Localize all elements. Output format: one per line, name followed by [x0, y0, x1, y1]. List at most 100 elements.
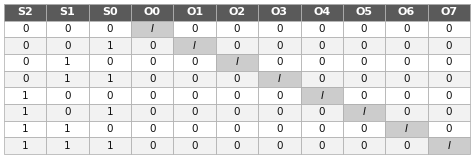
Text: 0: 0	[276, 107, 283, 117]
Text: 0: 0	[361, 57, 367, 67]
Text: O3: O3	[271, 7, 288, 17]
Bar	[216, 37, 258, 54]
Bar	[46, 4, 89, 21]
Text: 0: 0	[191, 91, 198, 101]
Bar	[131, 54, 173, 71]
Text: 0: 0	[191, 141, 198, 151]
Bar	[428, 54, 470, 71]
Bar	[343, 121, 385, 137]
Text: 1: 1	[64, 141, 71, 151]
Text: 1: 1	[107, 141, 113, 151]
Bar	[216, 54, 258, 71]
Bar	[89, 21, 131, 37]
Bar	[173, 121, 216, 137]
Bar	[385, 37, 428, 54]
Bar	[343, 37, 385, 54]
Bar	[131, 104, 173, 121]
Text: 0: 0	[22, 57, 28, 67]
Text: 1: 1	[107, 41, 113, 51]
Bar	[4, 104, 46, 121]
Text: 0: 0	[22, 41, 28, 51]
Text: 0: 0	[234, 24, 240, 34]
Bar	[173, 54, 216, 71]
Text: 0: 0	[149, 107, 155, 117]
Bar	[4, 21, 46, 37]
Bar	[131, 37, 173, 54]
Text: 0: 0	[319, 107, 325, 117]
Text: 0: 0	[276, 141, 283, 151]
Bar	[173, 21, 216, 37]
Text: 0: 0	[361, 141, 367, 151]
Bar	[258, 21, 301, 37]
Bar	[428, 87, 470, 104]
Text: 0: 0	[361, 74, 367, 84]
Bar	[301, 71, 343, 87]
Text: I: I	[405, 124, 408, 134]
Bar	[89, 37, 131, 54]
Text: 0: 0	[234, 107, 240, 117]
Bar	[258, 121, 301, 137]
Bar	[173, 87, 216, 104]
Bar	[131, 4, 173, 21]
Bar	[301, 137, 343, 154]
Text: 0: 0	[446, 91, 452, 101]
Bar	[46, 87, 89, 104]
Text: 0: 0	[234, 91, 240, 101]
Text: 0: 0	[319, 74, 325, 84]
Text: I: I	[151, 24, 154, 34]
Bar	[89, 87, 131, 104]
Text: 0: 0	[191, 124, 198, 134]
Bar	[46, 121, 89, 137]
Text: 0: 0	[319, 57, 325, 67]
Bar	[89, 54, 131, 71]
Bar	[216, 137, 258, 154]
Text: 0: 0	[446, 57, 452, 67]
Text: 0: 0	[107, 24, 113, 34]
Text: 1: 1	[22, 124, 28, 134]
Text: 0: 0	[64, 24, 71, 34]
Bar	[343, 54, 385, 71]
Bar	[301, 37, 343, 54]
Bar	[428, 21, 470, 37]
Text: 0: 0	[276, 41, 283, 51]
Text: 0: 0	[149, 91, 155, 101]
Bar	[301, 87, 343, 104]
Bar	[4, 137, 46, 154]
Bar	[46, 104, 89, 121]
Bar	[343, 87, 385, 104]
Bar	[216, 121, 258, 137]
Text: 0: 0	[403, 91, 410, 101]
Bar	[301, 54, 343, 71]
Bar	[131, 21, 173, 37]
Bar	[301, 104, 343, 121]
Text: 0: 0	[446, 41, 452, 51]
Bar	[428, 37, 470, 54]
Text: 0: 0	[191, 107, 198, 117]
Bar	[4, 87, 46, 104]
Bar	[173, 71, 216, 87]
Text: 0: 0	[361, 24, 367, 34]
Text: 0: 0	[403, 57, 410, 67]
Text: 0: 0	[276, 24, 283, 34]
Bar	[385, 121, 428, 137]
Bar	[173, 137, 216, 154]
Text: 1: 1	[107, 74, 113, 84]
Bar	[89, 104, 131, 121]
Bar	[89, 4, 131, 21]
Bar	[301, 4, 343, 21]
Text: 1: 1	[64, 124, 71, 134]
Text: 1: 1	[22, 91, 28, 101]
Bar	[216, 21, 258, 37]
Text: 0: 0	[64, 107, 71, 117]
Bar	[343, 4, 385, 21]
Text: 1: 1	[64, 57, 71, 67]
Bar	[385, 87, 428, 104]
Bar	[131, 137, 173, 154]
Text: I: I	[447, 141, 450, 151]
Bar	[258, 137, 301, 154]
Text: O1: O1	[186, 7, 203, 17]
Text: 0: 0	[403, 74, 410, 84]
Text: 0: 0	[361, 124, 367, 134]
Text: O7: O7	[440, 7, 457, 17]
Bar	[173, 4, 216, 21]
